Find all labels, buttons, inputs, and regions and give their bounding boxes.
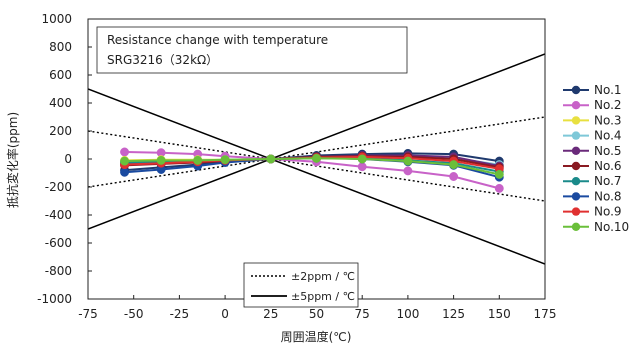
x-tick-label: 175: [534, 307, 557, 321]
data-point: [403, 156, 413, 166]
y-tick-label: -1000: [37, 292, 72, 306]
legend-label: No.1: [594, 83, 622, 97]
legend-label: No.3: [594, 113, 622, 127]
y-tick-label: 600: [49, 68, 72, 82]
data-point: [449, 160, 459, 170]
legend-label: No.4: [594, 129, 622, 143]
legend-label: No.7: [594, 174, 622, 188]
x-tick-label: -25: [170, 307, 190, 321]
data-point: [220, 155, 230, 165]
legend-entry-No.7: No.7: [563, 174, 622, 188]
x-tick-label: -50: [124, 307, 144, 321]
data-point: [266, 154, 276, 164]
ref-legend-label-2ppm: ±2ppm / ℃: [291, 270, 355, 283]
chart-subtitle: SRG3216（32kΩ）: [107, 53, 218, 67]
y-tick-label: 400: [49, 96, 72, 110]
reference-legend: ±2ppm / ℃ ±5ppm / ℃: [243, 262, 359, 308]
data-point: [120, 167, 130, 177]
legend-entry-No.5: No.5: [563, 144, 622, 158]
data-point: [312, 153, 321, 163]
chart-title: Resistance change with temperature: [107, 33, 328, 47]
y-tick-label: -200: [45, 180, 72, 194]
legend-swatch-marker: [571, 207, 581, 216]
legend-label: No.6: [594, 159, 622, 173]
series-legend: No.1No.2No.3 No.4No.5No.6No.7No.8 No.9No.1…: [563, 83, 629, 234]
legend-swatch-marker: [571, 222, 581, 231]
legend-swatch-marker: [571, 192, 581, 201]
legend-entry-No.1: No.1: [563, 83, 622, 97]
legend-entry-No.9: No.9: [563, 205, 622, 219]
x-tick-label: 150: [488, 307, 511, 321]
data-point: [403, 166, 413, 176]
data-point: [156, 155, 166, 165]
series-layer: [120, 147, 504, 193]
legend-swatch-marker: [571, 146, 581, 155]
data-point: [357, 162, 367, 172]
y-tick-label: 1000: [41, 12, 72, 26]
series-No.10: [120, 153, 504, 179]
y-tick-label: 200: [49, 124, 72, 138]
reference-line-5ppm-negative: [88, 88, 545, 265]
legend-entry-No.3: No.3: [563, 113, 622, 127]
x-tick-label: 50: [309, 307, 324, 321]
legend-entry-No.6: No.6: [563, 159, 622, 173]
y-axis-ticks: 1000 800 600 400 200 0 -200 -400 -600 -800 -1000: [37, 12, 92, 306]
ref-legend-label-5ppm: ±5ppm / ℃: [291, 290, 355, 303]
y-tick-label: 0: [64, 152, 72, 166]
legend-entry-No.10: No.10: [563, 220, 629, 234]
legend-label: No.2: [594, 98, 622, 112]
legend-swatch-marker: [571, 161, 581, 171]
legend-swatch-marker: [571, 177, 581, 186]
legend-label: No.8: [594, 189, 622, 203]
reference-line-5ppm-positive: [88, 53, 545, 230]
legend-label: No.10: [594, 220, 629, 234]
x-tick-label: 0: [221, 307, 229, 321]
legend-swatch-marker: [571, 116, 581, 125]
data-point: [357, 154, 367, 164]
title-box: Resistance change with temperature SRG32…: [96, 26, 408, 74]
data-point: [449, 172, 459, 181]
legend-swatch-marker: [571, 85, 581, 95]
data-point: [120, 156, 130, 166]
x-tick-label: -75: [78, 307, 98, 321]
y-tick-label: -800: [45, 264, 72, 278]
data-point: [120, 147, 130, 157]
legend-entry-No.8: No.8: [563, 189, 622, 203]
legend-swatch-marker: [571, 131, 581, 140]
x-tick-label: 100: [396, 307, 419, 321]
y-tick-label: -600: [45, 236, 72, 250]
series-line: [124, 151, 500, 190]
x-axis-ticks: -75 -50 -25 0 25 50 75 100 125 150 175: [78, 295, 556, 321]
y-axis-label: 抵抗変化率(ppm): [5, 112, 20, 208]
y-tick-label: -400: [45, 208, 72, 222]
legend-label: No.5: [594, 144, 622, 158]
y-tick-label: 800: [49, 40, 72, 54]
data-point: [494, 169, 504, 179]
x-tick-label: 75: [355, 307, 370, 321]
data-point: [193, 155, 203, 165]
data-point: [494, 183, 504, 193]
legend-entry-No.2: No.2: [563, 98, 622, 112]
series-line: [124, 157, 500, 176]
x-tick-label: 125: [442, 307, 465, 321]
legend-label: No.9: [594, 205, 622, 219]
legend-entry-No.4: No.4: [563, 129, 622, 143]
x-axis-label: 周囲温度(℃): [281, 329, 352, 344]
legend-swatch-marker: [571, 101, 581, 110]
x-tick-label: 25: [263, 307, 278, 321]
